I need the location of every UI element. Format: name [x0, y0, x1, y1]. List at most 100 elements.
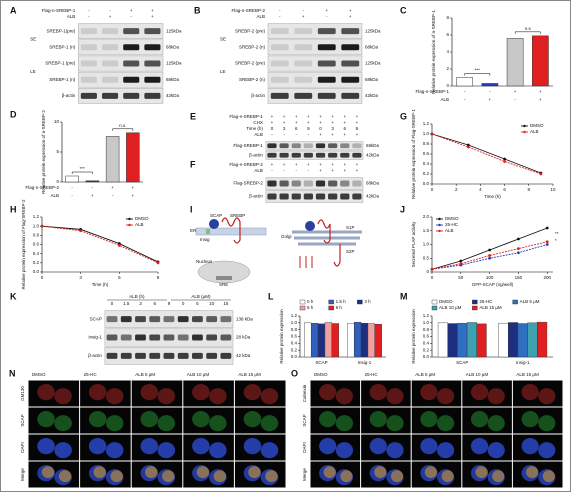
- panel-letter: D: [10, 109, 17, 119]
- legend-label: DMSO: [439, 299, 453, 304]
- series-point: [430, 267, 434, 271]
- cell-signal: [37, 438, 55, 455]
- series-point: [40, 224, 44, 228]
- cell-signal: [162, 470, 175, 483]
- cell-signal: [105, 415, 124, 432]
- blot-band: [177, 334, 189, 341]
- header-label: Flag-n-SREBP-2: [229, 162, 263, 167]
- cell-signal: [335, 388, 354, 405]
- panel-letter: J: [400, 204, 405, 214]
- condition-mark: +: [132, 193, 135, 198]
- bar: [374, 324, 382, 358]
- x-tick-label: 3: [79, 275, 82, 280]
- x-tick-label: 150: [515, 275, 523, 280]
- blot-strip: [267, 39, 363, 56]
- cell-signal: [386, 415, 404, 432]
- y-tick-label: 0: [446, 83, 449, 88]
- diagram-label: SCAP: [210, 213, 222, 218]
- cell-signal: [140, 384, 159, 401]
- header-mark: +: [295, 162, 298, 167]
- group-label: ALB (μM): [191, 294, 211, 299]
- header-mark: +: [307, 120, 310, 125]
- condition-label: Flag-n-SREBP-1: [415, 89, 449, 94]
- header-mark: -: [88, 14, 90, 19]
- er-membrane: [195, 227, 267, 236]
- header-mark: +: [271, 162, 274, 167]
- blot-band: [206, 316, 218, 323]
- header-mark: +: [151, 14, 154, 19]
- cell-signal: [192, 438, 210, 455]
- header-mark: +: [356, 114, 359, 119]
- blot-band: [149, 316, 161, 323]
- legend-label: DMSO: [530, 123, 544, 128]
- row-label: DAPI: [302, 442, 307, 453]
- legend-swatch: [328, 299, 334, 305]
- y-tick-label: 0.2: [33, 260, 40, 265]
- blot-strip: [265, 177, 364, 190]
- blot-band: [80, 44, 97, 51]
- size-label: 125kDa: [365, 28, 381, 33]
- row-label: Flag-SREBP-2: [233, 181, 263, 186]
- cell-signal: [140, 438, 159, 455]
- blot-band: [80, 76, 97, 83]
- x-tick-label: 0: [431, 275, 434, 280]
- header-label: ALB: [256, 14, 265, 19]
- size-label: 42kDa: [366, 194, 380, 199]
- cell-signal: [265, 470, 278, 483]
- cell-signal: [424, 466, 437, 479]
- x-tick-label: 50: [458, 275, 464, 280]
- legend-marker: [438, 223, 441, 227]
- series-point: [466, 145, 470, 149]
- header-mark: +: [319, 168, 322, 173]
- series-point: [488, 256, 492, 260]
- header-mark: +: [295, 114, 298, 119]
- y-tick-label: 0.2: [423, 171, 430, 176]
- y-tick-label: 0.4: [291, 341, 298, 346]
- cell-signal: [110, 470, 123, 483]
- y-tick-label: 2.0: [423, 214, 430, 219]
- blot-strip: [267, 23, 363, 39]
- header-mark: 10: [209, 301, 215, 306]
- cell-signal: [340, 470, 353, 483]
- header-mark: -: [283, 132, 285, 137]
- cell-signal: [209, 415, 227, 432]
- cell-signal: [37, 411, 55, 428]
- cell-signal: [105, 388, 124, 405]
- blot-band: [163, 352, 175, 359]
- blot-band: [102, 76, 119, 83]
- y-tick-label: 1.2: [291, 313, 298, 318]
- condition-mark: +: [539, 97, 542, 102]
- blot-band: [352, 180, 362, 187]
- header-mark: +: [356, 162, 359, 167]
- y-axis-label: Relative protein expression of n-SREBP-2: [41, 110, 46, 194]
- x-tick-label: 9: [157, 275, 160, 280]
- cell-signal: [470, 438, 489, 455]
- cell-signal: [487, 442, 505, 459]
- header-mark: +: [319, 120, 322, 125]
- blot-band: [291, 193, 301, 200]
- header-label: ALB: [254, 168, 263, 173]
- cell-signal: [487, 388, 505, 405]
- series-point: [503, 160, 506, 163]
- blot-band: [106, 334, 118, 341]
- blot-band: [303, 180, 313, 187]
- blot-band: [144, 60, 161, 67]
- y-tick-label: 1.5: [423, 228, 430, 233]
- legend-label: 0 h: [307, 299, 314, 304]
- header-mark: 3: [139, 301, 142, 306]
- header-label: Time (h): [246, 126, 263, 131]
- cell-signal: [526, 466, 539, 479]
- micrograph-cell: [310, 380, 361, 407]
- row-label: SREBP-1 (n): [49, 44, 76, 49]
- blot-band: [291, 152, 301, 158]
- blot-band: [163, 334, 175, 341]
- header-mark: +: [331, 168, 334, 173]
- series-line: [41, 225, 159, 263]
- blot-band: [341, 28, 360, 35]
- cell-signal: [260, 415, 279, 432]
- size-label: 42 kDa: [236, 353, 251, 358]
- micrograph-cell: [80, 407, 131, 434]
- cell-signal: [374, 466, 387, 479]
- row-label: SREBP-2 (n): [239, 44, 266, 49]
- y-tick-label: 0.8: [423, 141, 430, 146]
